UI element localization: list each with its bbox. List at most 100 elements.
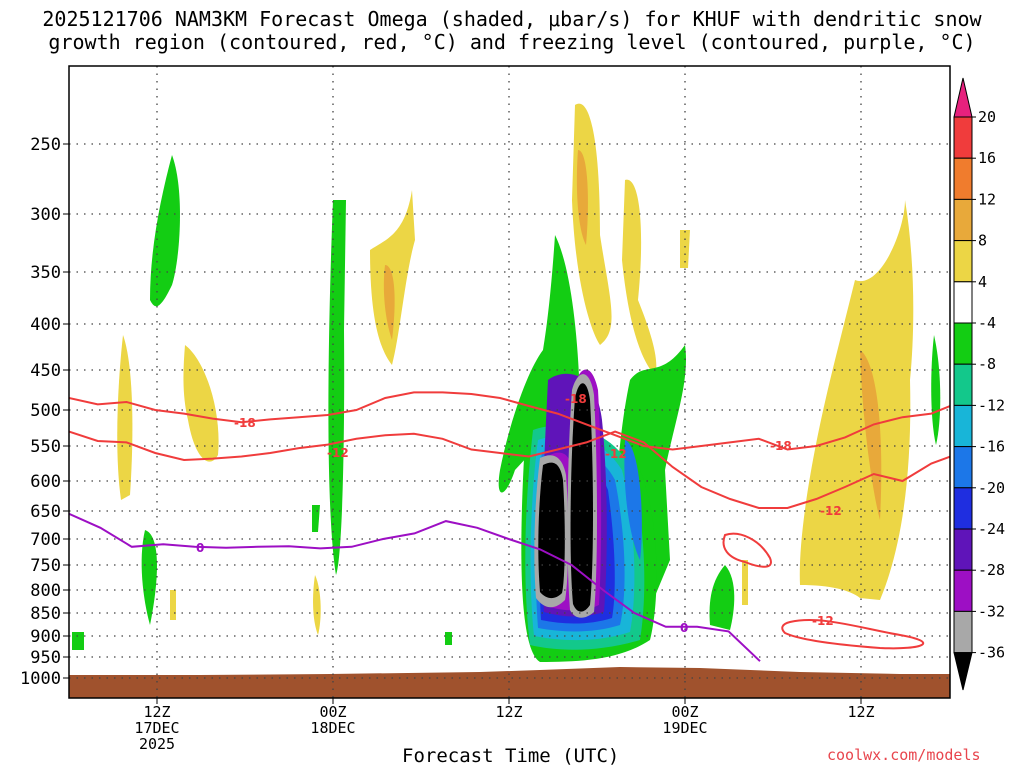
dendritic-contour-minus12-closed [781, 619, 925, 650]
omega-downward-patch [931, 335, 941, 445]
colorbar-label: -8 [978, 355, 996, 373]
colorbar-label: 4 [978, 273, 987, 291]
colorbar-label: 16 [978, 149, 996, 167]
y-tick-label: 950 [30, 648, 61, 668]
omega-shading [69, 103, 950, 698]
omega-upward-core [860, 350, 882, 520]
y-tick-label: 400 [30, 315, 61, 335]
omega-downward-patch [498, 235, 580, 493]
omega-downward-patch [328, 200, 346, 575]
colorbar-swatch [953, 569, 973, 612]
omega-downward-patch [72, 632, 84, 650]
y-tick-label: 650 [30, 502, 61, 522]
colorbar-swatch [953, 240, 973, 283]
omega-downward-patch [312, 505, 320, 532]
colorbar-label: -12 [978, 396, 1005, 414]
y-tick-label: 350 [30, 263, 61, 283]
omega-downward-patch [709, 565, 735, 630]
colorbar-swatch [953, 116, 973, 159]
colorbar-label: -28 [978, 561, 1005, 579]
colorbar-label: -16 [978, 438, 1005, 456]
contour-labels: -18 -18 -18 -12 -12 -12 -12 0 0 [196, 392, 842, 635]
omega-downward-patch [150, 155, 180, 307]
omega-upward-patch [572, 103, 612, 345]
omega-downward-core [570, 383, 593, 612]
y-axis: 250 300 350 400 450 500 550 600 650 700 750 800 850 9… [20, 135, 69, 689]
colorbar-swatch [953, 322, 973, 365]
colorbar-label: -32 [978, 602, 1005, 620]
omega-upward-patch [117, 335, 133, 500]
colorbar-swatch [953, 363, 973, 406]
colorbar-label: -20 [978, 479, 1005, 497]
y-tick-label: 900 [30, 627, 61, 647]
contour-label: -12 [327, 446, 349, 460]
x-tick-label: 12Z [143, 703, 170, 721]
omega-downward-patch [445, 632, 452, 645]
colorbar-swatch [953, 528, 973, 571]
contour-label: -18 [770, 439, 792, 453]
x-tick-label: 2025 [139, 735, 175, 753]
dendritic-contour-minus12 [69, 430, 950, 509]
omega-upward-patch [742, 560, 748, 605]
y-tick-label: 550 [30, 437, 61, 457]
contour-label: -12 [812, 614, 834, 628]
colorbar-label: 8 [978, 232, 987, 250]
colorbar-swatch [953, 404, 973, 448]
colorbar-label: -4 [978, 314, 996, 332]
colorbar-label: 20 [978, 108, 996, 126]
grid [69, 66, 950, 698]
y-tick-label: 750 [30, 556, 61, 576]
contour-label: -18 [565, 392, 587, 406]
y-tick-label: 500 [30, 401, 61, 421]
y-tick-label: 800 [30, 581, 61, 601]
omega-upward-patch [170, 590, 176, 620]
dendritic-contour-minus12-closed [722, 532, 772, 568]
omega-upward-patch [622, 179, 657, 375]
omega-downward-patch [141, 530, 157, 625]
x-tick-label: 12Z [495, 703, 522, 721]
x-tick-label: 00Z [319, 703, 346, 721]
chart-title-line1: 2025121706 NAM3KM Forecast Omega (shaded… [42, 7, 982, 31]
colorbar-swatch [953, 281, 973, 324]
y-tick-label: 250 [30, 135, 61, 155]
x-tick-label: 00Z [671, 703, 698, 721]
omega-upward-patch [680, 230, 690, 268]
contour-label: 0 [196, 541, 204, 555]
colorbar: 20 16 12 8 4 -4 -8 -12 -16 -20 -24 -28 -32 -36 [953, 77, 1005, 691]
colorbar-swatch [953, 77, 973, 118]
omega-downward-core [624, 440, 642, 560]
omega-upward-core [576, 150, 588, 245]
colorbar-swatch [953, 487, 973, 530]
credit-link[interactable]: coolwx.com/models [827, 746, 981, 764]
contour-label: -12 [605, 447, 627, 461]
colorbar-swatch [953, 652, 973, 691]
colorbar-swatch [953, 610, 973, 654]
x-tick-label: 12Z [847, 703, 874, 721]
omega-upward-patch [313, 575, 321, 635]
chart-title-line2: growth region (contoured, red, °C) and f… [48, 30, 976, 54]
omega-upward-patch [183, 345, 219, 462]
colorbar-label: 12 [978, 190, 996, 208]
dendritic-contour-minus18 [69, 391, 950, 451]
x-tick-label: 17DEC [134, 719, 179, 737]
y-tick-label: 300 [30, 205, 61, 225]
colorbar-swatch [953, 157, 973, 200]
y-tick-label: 1000 [20, 669, 61, 689]
contour-label: -12 [820, 504, 842, 518]
omega-upward-core [383, 265, 395, 340]
x-tick-label: 19DEC [662, 719, 707, 737]
x-tick-label: 18DEC [310, 719, 355, 737]
colorbar-swatch [953, 198, 973, 242]
y-tick-label: 700 [30, 530, 61, 550]
x-axis-title: Forecast Time (UTC) [402, 745, 620, 767]
colorbar-swatch [953, 446, 973, 489]
omega-downward-core [538, 462, 565, 599]
colorbar-label: -36 [978, 644, 1005, 662]
contour-label: 0 [680, 621, 688, 635]
y-tick-label: 850 [30, 604, 61, 624]
colorbar-label: -24 [978, 520, 1005, 538]
y-tick-label: 450 [30, 361, 61, 381]
contour-label: -18 [234, 416, 256, 430]
